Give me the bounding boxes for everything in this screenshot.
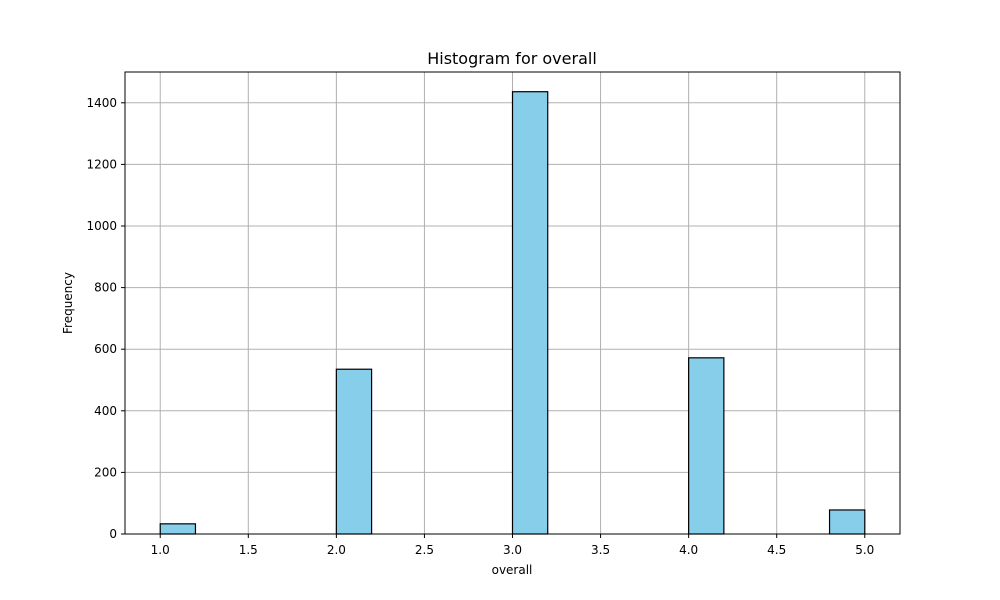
y-tick-label: 1000 xyxy=(86,219,117,233)
bars xyxy=(159,91,866,535)
x-tick-label: 2.0 xyxy=(327,543,346,557)
x-tick-label: 1.5 xyxy=(239,543,258,557)
y-tick-label: 400 xyxy=(94,404,117,418)
histogram-bar xyxy=(335,368,373,535)
y-tick-label: 1200 xyxy=(86,157,117,171)
y-tick-label: 1400 xyxy=(86,96,117,110)
x-axis-label: overall xyxy=(492,563,533,577)
x-tick-label: 4.0 xyxy=(679,543,698,557)
histogram-bar xyxy=(688,357,725,535)
x-tick-label: 2.5 xyxy=(415,543,434,557)
histogram-bar xyxy=(159,523,197,535)
x-tick-label: 3.0 xyxy=(503,543,522,557)
y-tick-label: 200 xyxy=(94,465,117,479)
x-tick-label: 5.0 xyxy=(855,543,874,557)
axis-ticks: 1.0 1.5 2.0 2.5 3.0 3.5 4.0 4.5 5.0 0 200 400 600 800… xyxy=(86,96,874,557)
y-axis-label: Frequency xyxy=(61,272,75,334)
x-tick-label: 4.5 xyxy=(767,543,786,557)
chart-title: Histogram for overall xyxy=(427,49,597,68)
histogram-bar xyxy=(511,91,549,535)
histogram-bar xyxy=(828,509,866,535)
y-tick-label: 600 xyxy=(94,342,117,356)
x-tick-label: 1.0 xyxy=(151,543,170,557)
y-tick-label: 800 xyxy=(94,281,117,295)
x-tick-label: 3.5 xyxy=(591,543,610,557)
y-tick-label: 0 xyxy=(109,527,117,541)
